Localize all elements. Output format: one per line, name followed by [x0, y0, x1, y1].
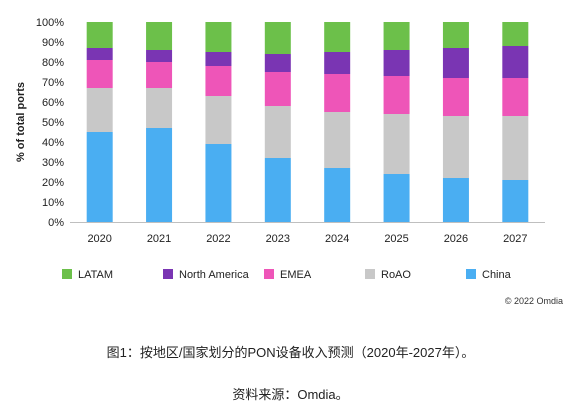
- y-tick-label: 60%: [42, 97, 64, 109]
- bar-north-america-2027: [502, 46, 529, 78]
- y-tick-label: 0%: [48, 217, 64, 229]
- y-tick-label: 40%: [42, 137, 64, 149]
- bar-emea-2024: [324, 74, 351, 112]
- bar-roao-2022: [205, 96, 232, 144]
- legend-swatch-latam: [62, 269, 72, 279]
- bar-latam-2024: [324, 22, 351, 52]
- bar-north-america-2021: [146, 50, 173, 62]
- bar-emea-2020: [86, 60, 113, 88]
- bar-china-2026: [442, 178, 469, 222]
- legend-swatch-north-america: [163, 269, 173, 279]
- bar-roao-2021: [146, 88, 173, 128]
- x-tick-label: 2027: [503, 233, 527, 245]
- y-tick-label: 50%: [42, 117, 64, 129]
- bar-emea-2022: [205, 66, 232, 96]
- bar-emea-2027: [502, 78, 529, 116]
- bar-roao-2027: [502, 116, 529, 180]
- y-tick-label: 10%: [42, 197, 64, 209]
- bar-latam-2020: [86, 22, 113, 48]
- bar-latam-2021: [146, 22, 173, 50]
- legend-swatch-china: [466, 269, 476, 279]
- bars: [86, 22, 529, 222]
- x-tick-label: 2023: [266, 233, 290, 245]
- legend: LATAM North America EMEA RoAO China: [62, 269, 512, 281]
- figure-caption: 图1：按地区/国家划分的PON设备收入预测（2020年-2027年）。: [106, 345, 475, 360]
- bar-roao-2024: [324, 112, 351, 168]
- y-tick-label: 100%: [36, 17, 64, 29]
- bar-emea-2026: [442, 78, 469, 116]
- y-axis-label: % of total ports: [15, 82, 27, 162]
- bar-china-2021: [146, 128, 173, 222]
- y-axis-label-group: % of total ports: [15, 82, 27, 162]
- bar-north-america-2023: [264, 54, 291, 72]
- legend-swatch-emea: [264, 269, 274, 279]
- legend-label-roao: RoAO: [381, 269, 411, 281]
- bar-china-2022: [205, 144, 232, 222]
- bar-roao-2025: [383, 114, 410, 174]
- x-tick-label: 2024: [325, 233, 349, 245]
- bar-latam-2027: [502, 22, 529, 46]
- bar-north-america-2020: [86, 48, 113, 60]
- y-tick-label: 90%: [42, 37, 64, 49]
- y-axis-ticks: 0% 10% 20% 30% 40% 50% 60% 70% 80% 90% 100%: [36, 17, 64, 229]
- bar-china-2027: [502, 180, 529, 222]
- bar-latam-2026: [442, 22, 469, 48]
- x-axis-ticks: 2020 2021 2022 2023 2024 2025 2026 2027: [87, 233, 527, 245]
- x-tick-label: 2021: [147, 233, 171, 245]
- bar-china-2024: [324, 168, 351, 222]
- legend-label-china: China: [482, 269, 512, 281]
- bar-north-america-2022: [205, 52, 232, 66]
- bar-north-america-2024: [324, 52, 351, 74]
- copyright-credit: © 2022 Omdia: [504, 296, 563, 306]
- legend-swatch-roao: [365, 269, 375, 279]
- bar-china-2020: [86, 132, 113, 222]
- legend-label-north-america: North America: [179, 269, 250, 281]
- x-tick-label: 2025: [384, 233, 408, 245]
- x-tick-label: 2022: [206, 233, 230, 245]
- bar-emea-2023: [264, 72, 291, 106]
- bar-roao-2020: [86, 88, 113, 132]
- y-tick-label: 80%: [42, 57, 64, 69]
- bar-roao-2026: [442, 116, 469, 178]
- stacked-bar-chart: % of total ports 0% 10% 20% 30% 40% 50% 60% 70%…: [15, 17, 545, 281]
- legend-label-emea: EMEA: [280, 269, 312, 281]
- legend-label-latam: LATAM: [78, 269, 113, 281]
- bar-north-america-2026: [442, 48, 469, 78]
- bar-roao-2023: [264, 106, 291, 158]
- x-tick-label: 2020: [87, 233, 111, 245]
- bar-china-2023: [264, 158, 291, 222]
- bar-latam-2025: [383, 22, 410, 50]
- y-tick-label: 70%: [42, 77, 64, 89]
- bar-north-america-2025: [383, 50, 410, 76]
- bar-emea-2021: [146, 62, 173, 88]
- bar-china-2025: [383, 174, 410, 222]
- y-tick-label: 30%: [42, 157, 64, 169]
- source-note: 资料来源：Omdia。: [232, 387, 349, 402]
- bar-latam-2023: [264, 22, 291, 54]
- y-tick-label: 20%: [42, 177, 64, 189]
- x-tick-label: 2026: [444, 233, 468, 245]
- bar-latam-2022: [205, 22, 232, 52]
- bar-emea-2025: [383, 76, 410, 114]
